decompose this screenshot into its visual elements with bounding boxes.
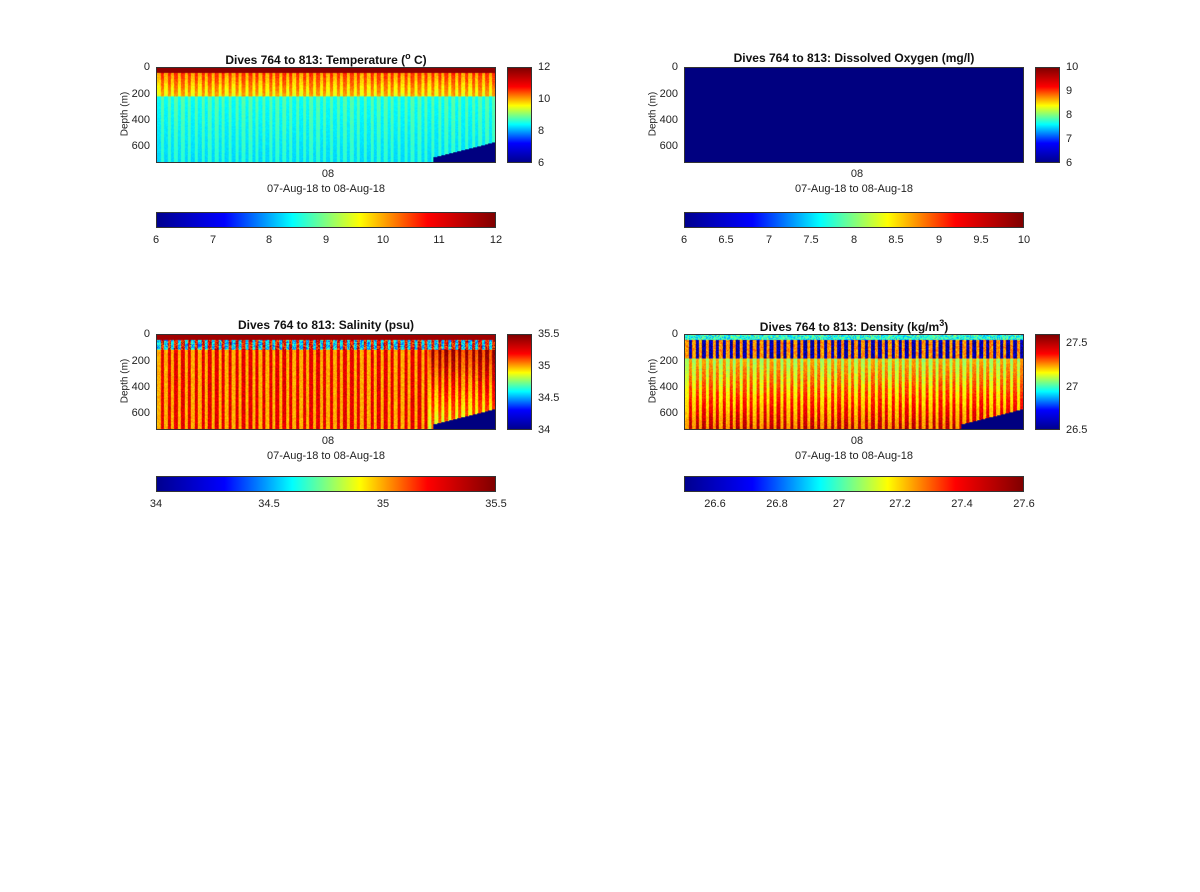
colorbar-tick: 10 [376, 234, 390, 246]
y-tick-label: 200 [131, 88, 150, 100]
colorbar-tick: 8 [538, 125, 545, 137]
colorbar-tick: 26.6 [704, 498, 726, 510]
colorbar-tick: 35 [538, 360, 551, 372]
vertical-colorbar [1035, 67, 1060, 163]
colorbar-tick: 35 [376, 498, 390, 510]
colorbar-tick: 34.5 [258, 498, 280, 510]
colorbar-tick: 9 [935, 234, 943, 246]
colorbar-tick: 12 [489, 234, 503, 246]
vertical-colorbar [507, 334, 532, 430]
colorbar-tick: 27.2 [889, 498, 911, 510]
temperature-heatmap [156, 67, 496, 163]
y-tick-label: 0 [671, 328, 678, 340]
y-tick-label: 0 [143, 328, 150, 340]
colorbar-tick: 27 [832, 498, 846, 510]
horizontal-colorbar [156, 476, 496, 492]
horizontal-colorbar [684, 212, 1024, 228]
colorbar-tick: 10 [538, 93, 551, 105]
chart-title: Dives 764 to 813: Salinity (psu) [237, 318, 415, 332]
colorbar-tick: 10 [1066, 61, 1079, 73]
horizontal-colorbar [156, 212, 496, 228]
x-tick-label: 08 [850, 168, 864, 180]
colorbar-tick: 27.6 [1013, 498, 1035, 510]
density-heatmap [684, 334, 1024, 430]
y-tick-label: 200 [659, 355, 678, 367]
salinity-heatmap [156, 334, 496, 430]
colorbar-tick: 6 [1066, 157, 1073, 169]
colorbar-tick: 11 [433, 234, 445, 246]
colorbar-tick: 9 [1066, 85, 1073, 97]
y-tick-label: 600 [131, 407, 150, 419]
colorbar-tick: 6 [680, 234, 688, 246]
colorbar-tick: 8 [265, 234, 273, 246]
colorbar-tick: 7 [1066, 133, 1073, 145]
colorbar-tick: 9.5 [973, 234, 989, 246]
y-tick-label: 600 [659, 140, 678, 152]
colorbar-tick: 27.5 [1066, 337, 1088, 349]
y-tick-label: 0 [671, 61, 678, 73]
y-tick-label: 200 [131, 355, 150, 367]
colorbar-tick: 8 [1066, 109, 1073, 121]
x-axis-label: 07-Aug-18 to 08-Aug-18 [794, 450, 914, 462]
y-tick-label: 200 [659, 88, 678, 100]
colorbar-tick: 6 [152, 234, 160, 246]
y-tick-label: 400 [131, 114, 150, 126]
vertical-colorbar [1035, 334, 1060, 430]
colorbar-tick: 6 [538, 157, 545, 169]
vertical-colorbar [507, 67, 532, 163]
colorbar-tick: 35.5 [538, 328, 560, 340]
x-tick-label: 08 [321, 435, 335, 447]
colorbar-tick: 6.5 [718, 234, 734, 246]
y-tick-label: 400 [659, 381, 678, 393]
y-tick-label: 400 [659, 114, 678, 126]
y-tick-label: 600 [659, 407, 678, 419]
colorbar-tick: 35.5 [485, 498, 507, 510]
x-axis-label: 07-Aug-18 to 08-Aug-18 [266, 450, 386, 462]
colorbar-tick: 26.8 [766, 498, 788, 510]
x-tick-label: 08 [850, 435, 864, 447]
y-tick-label: 400 [131, 381, 150, 393]
colorbar-tick: 34 [149, 498, 163, 510]
colorbar-tick: 7 [209, 234, 217, 246]
y-tick-label: 0 [143, 61, 150, 73]
colorbar-tick: 7.5 [803, 234, 819, 246]
chart-title: Dives 764 to 813: Density (kg/m3) [759, 318, 949, 334]
colorbar-tick: 7 [765, 234, 773, 246]
chart-title: Dives 764 to 813: Temperature (o C) [225, 51, 427, 67]
colorbar-tick: 8 [850, 234, 858, 246]
horizontal-colorbar [684, 476, 1024, 492]
colorbar-tick: 27.4 [951, 498, 973, 510]
colorbar-tick: 9 [322, 234, 330, 246]
x-tick-label: 08 [321, 168, 335, 180]
colorbar-tick: 8.5 [888, 234, 904, 246]
colorbar-tick: 34.5 [538, 392, 560, 404]
chart-title: Dives 764 to 813: Dissolved Oxygen (mg/l… [733, 51, 975, 65]
colorbar-tick: 12 [538, 61, 551, 73]
colorbar-tick: 27 [1066, 381, 1079, 393]
colorbar-tick: 10 [1017, 234, 1031, 246]
colorbar-tick: 34 [538, 424, 551, 436]
colorbar-tick: 26.5 [1066, 424, 1088, 436]
x-axis-label: 07-Aug-18 to 08-Aug-18 [794, 183, 914, 195]
x-axis-label: 07-Aug-18 to 08-Aug-18 [266, 183, 386, 195]
y-tick-label: 600 [131, 140, 150, 152]
oxygen-heatmap [684, 67, 1024, 163]
